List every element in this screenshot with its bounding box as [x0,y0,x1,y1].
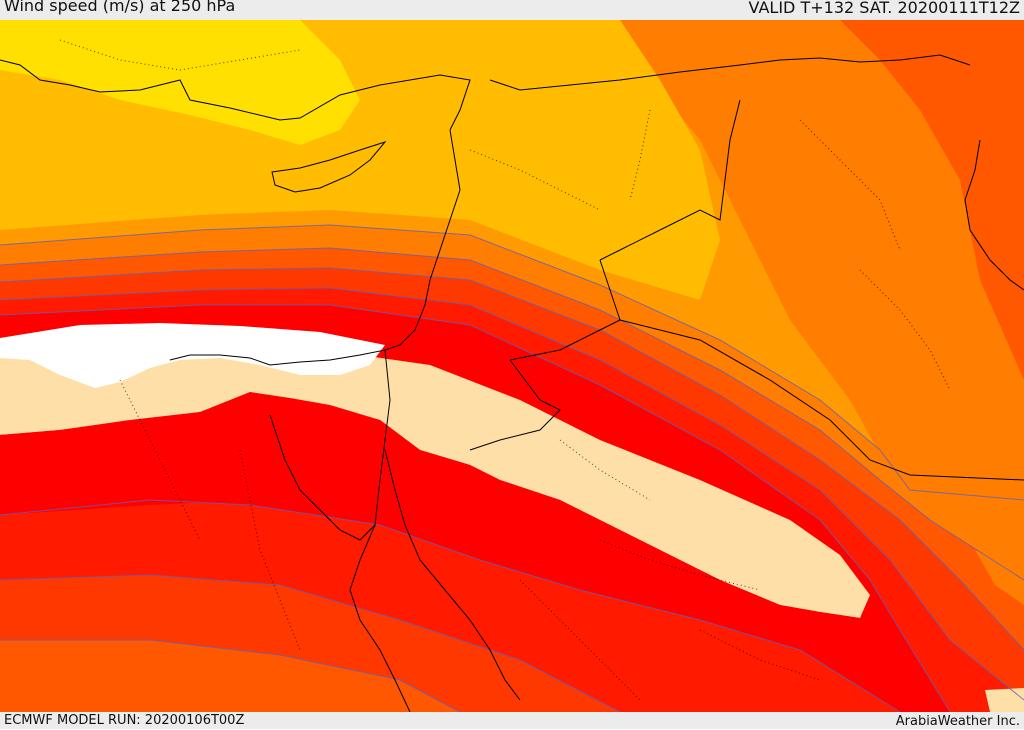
wind-band-ne-darker [840,20,1024,380]
wind-band-ne-dark [620,20,1024,500]
admin-borders [59,39,951,701]
wind-band-red-intrusion [0,392,860,640]
coastlines [0,54,1024,712]
wind-contours [0,224,1024,712]
footer-bar: ECMWF MODEL RUN: 20200106T00Z ArabiaWeat… [0,712,1024,729]
title-bar: Wind speed (m/s) at 250 hPa VALID T+132 … [0,0,1024,20]
map-title: Wind speed (m/s) at 250 hPa [4,0,236,15]
wind-band-south-3 [0,640,460,712]
wind-band-se-arc [975,550,1024,605]
model-run-label: ECMWF MODEL RUN: 20200106T00Z [4,713,245,728]
valid-time-label: VALID T+132 SAT. 20200111T12Z [748,0,1020,17]
wind-speed-map [0,20,1024,712]
wind-band-se-patch [985,688,1024,712]
credit-label: ArabiaWeather Inc. [895,714,1020,729]
wind-band-yellow [0,20,360,145]
